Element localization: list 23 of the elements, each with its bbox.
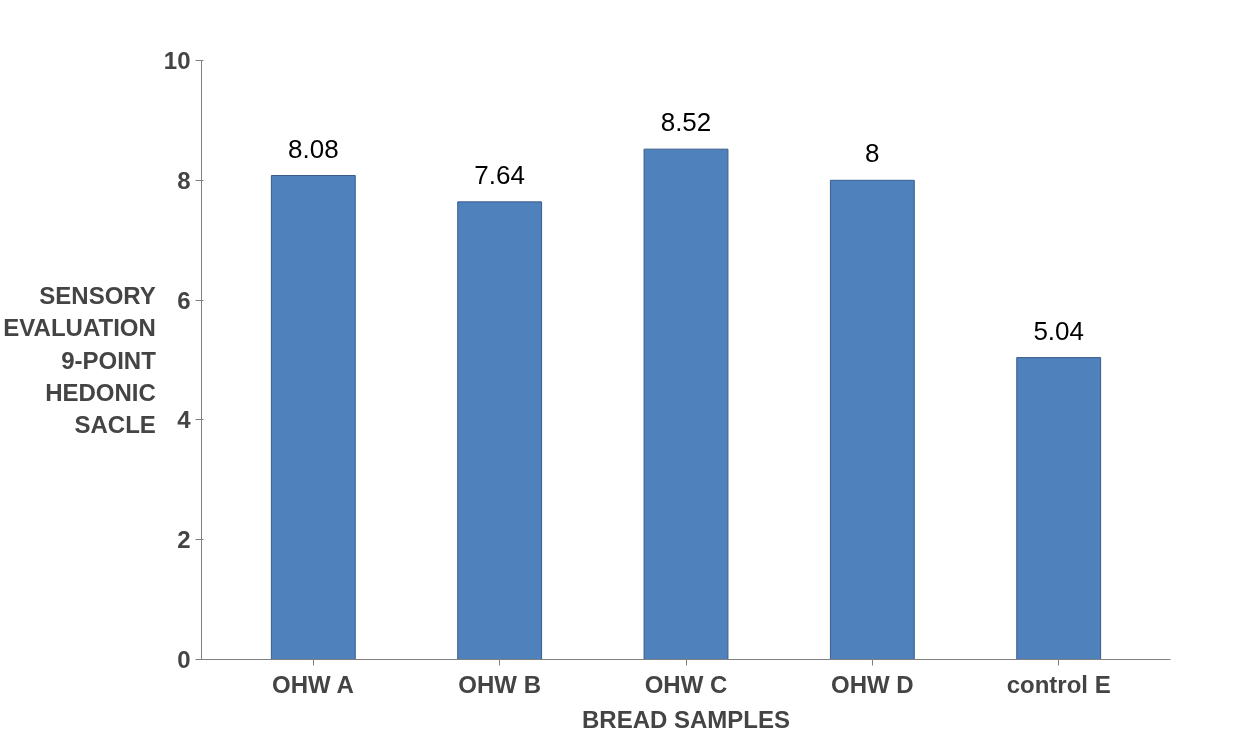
y-tick-label: 6 <box>177 286 191 314</box>
bar <box>270 175 356 660</box>
x-axis-title: BREAD SAMPLES <box>581 705 791 733</box>
bar <box>829 179 915 660</box>
x-tick-label: OHW D <box>831 670 914 698</box>
data-label: 8.08 <box>288 133 339 164</box>
y-tick-label: 10 <box>163 47 191 74</box>
data-label: 5.04 <box>1033 315 1084 346</box>
y-tick-label: 0 <box>177 646 191 673</box>
data-label: 8.52 <box>660 107 712 138</box>
y-tick-label: 2 <box>177 526 191 554</box>
bar <box>1016 357 1102 660</box>
x-tick-label: OHW C <box>644 670 728 698</box>
x-tick-label: control E <box>1006 670 1111 698</box>
x-tick-label: OHW A <box>271 670 354 698</box>
bar <box>643 148 729 660</box>
data-label: 8 <box>865 138 880 169</box>
y-tick-label: 4 <box>177 406 192 434</box>
y-tick-label: 8 <box>177 166 191 194</box>
bar <box>457 201 543 660</box>
data-label: 7.64 <box>474 159 525 190</box>
y-axis-title: SENSORY EVALUATION 9-POINT HEDONIC SACLE <box>3 281 157 439</box>
x-tick-label: OHW B <box>458 670 541 698</box>
